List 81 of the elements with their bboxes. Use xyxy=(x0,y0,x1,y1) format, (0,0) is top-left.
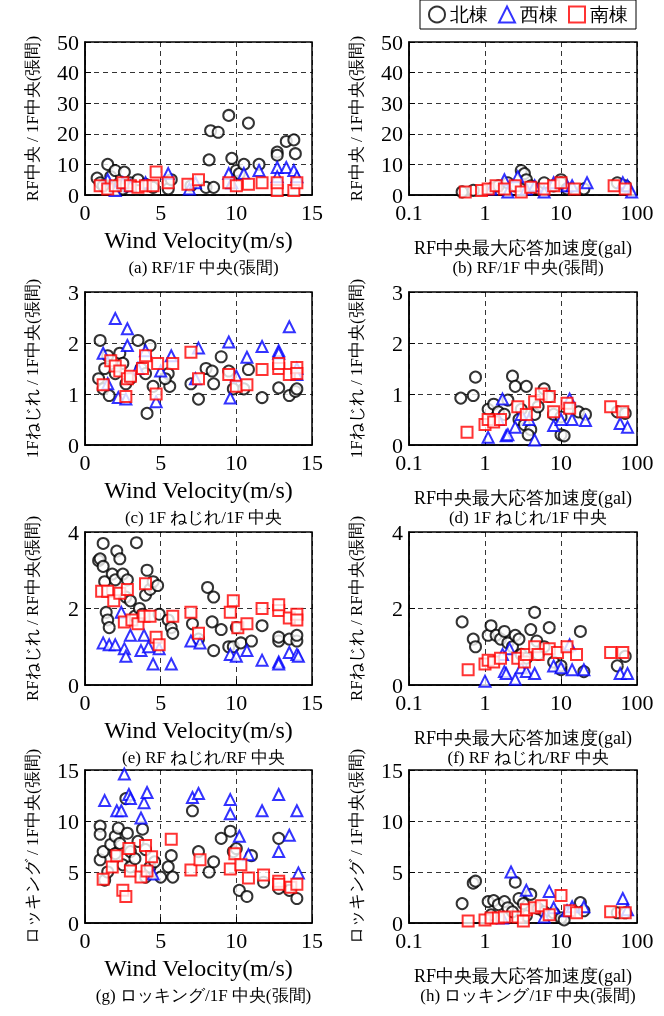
y-tick-label: 2 xyxy=(68,330,79,356)
y-tick-label: 20 xyxy=(381,121,403,147)
y-tick-label: 10 xyxy=(57,151,79,177)
y-tick-label: 5 xyxy=(68,859,79,885)
x-tick-label: 5 xyxy=(155,199,167,225)
x-tick-label: 100 xyxy=(620,199,654,225)
x-tick-label: 10 xyxy=(550,449,572,475)
y-tick-label: 50 xyxy=(57,29,79,55)
y-axis-title: 1Fねじれ / 1F中央(張間) xyxy=(23,278,42,459)
y-tick-label: 10 xyxy=(57,808,79,834)
y-tick-label: 3 xyxy=(392,279,403,305)
x-axis-title: Wind Velocity(m/s) xyxy=(104,716,293,743)
y-tick-label: 10 xyxy=(381,151,403,177)
x-tick-label: 10 xyxy=(225,449,248,475)
y-axis-title: RF中央 / 1F中央(張間) xyxy=(347,35,366,202)
y-axis-title: RFねじれ / RF中央(張間) xyxy=(347,515,366,702)
y-tick-label: 30 xyxy=(381,90,403,116)
x-axis-title: RF中央最大応答加速度(gal) xyxy=(414,488,632,509)
y-axis-title: 1Fねじれ / 1F中央(張間) xyxy=(347,278,366,459)
y-tick-label: 0 xyxy=(68,432,79,458)
y-tick-label: 15 xyxy=(57,757,79,783)
x-tick-label: 1 xyxy=(479,449,491,475)
legend-label: 西棟 xyxy=(520,4,558,25)
y-axis-title: RFねじれ / RF中央(張間) xyxy=(23,515,42,702)
x-tick-label: 100 xyxy=(620,689,654,715)
text: (g) ロッキング/1F 中央(張間) xyxy=(95,986,312,1005)
y-tick-label: 50 xyxy=(381,29,403,55)
y-tick-label: 2 xyxy=(68,596,79,621)
x-tick-label: 10 xyxy=(550,689,572,715)
x-axis-title: RF中央最大応答加速度(gal) xyxy=(414,728,632,749)
y-tick-label: 4 xyxy=(68,519,79,545)
x-tick-label: 15 xyxy=(301,449,323,475)
y-tick-label: 0 xyxy=(68,182,79,208)
y-tick-label: 1 xyxy=(392,381,403,407)
y-tick-label: 3 xyxy=(68,279,79,305)
y-tick-label: 10 xyxy=(381,808,403,834)
y-tick-label: 4 xyxy=(392,519,403,545)
y-tick-label: 20 xyxy=(57,121,79,147)
y-tick-label: 40 xyxy=(57,60,79,86)
x-tick-label: 1 xyxy=(479,689,491,715)
x-tick-label: 10 xyxy=(550,927,572,953)
x-axis-title: Wind Velocity(m/s) xyxy=(104,476,293,503)
y-tick-label: 40 xyxy=(381,60,403,86)
x-axis-title: Wind Velocity(m/s) xyxy=(104,226,293,253)
x-tick-label: 10 xyxy=(550,199,572,225)
text: (e) RF ねじれ/RF 中央 xyxy=(122,748,285,767)
y-tick-label: 15 xyxy=(381,757,403,783)
x-tick-label: 5 xyxy=(155,689,167,715)
x-tick-label: 15 xyxy=(301,689,323,715)
legend-label: 南棟 xyxy=(590,4,628,25)
y-axis-title: ロッキング / 1F中央(張間) xyxy=(347,748,366,945)
x-tick-label: 5 xyxy=(155,927,167,953)
x-axis-title: Wind Velocity(m/s) xyxy=(104,954,293,981)
x-tick-label: 1 xyxy=(479,927,491,953)
y-tick-label: 0 xyxy=(68,672,79,698)
y-tick-label: 2 xyxy=(392,330,403,356)
text: (h) ロッキング/1F 中央(張間) xyxy=(420,986,636,1005)
x-axis-title: RF中央最大応答加速度(gal) xyxy=(414,966,632,987)
x-tick-label: 10 xyxy=(225,199,248,225)
y-axis-title: RF中央 / 1F中央(張間) xyxy=(23,35,42,202)
x-tick-label: 15 xyxy=(301,927,323,953)
y-tick-label: 0 xyxy=(68,910,79,936)
y-tick-label: 2 xyxy=(392,596,403,621)
y-tick-label: 5 xyxy=(392,859,403,885)
text: (d) 1F ねじれ/1F 中央 xyxy=(448,508,608,527)
text: (f) RF ねじれ/RF 中央 xyxy=(447,748,609,767)
x-tick-label: 1 xyxy=(479,199,491,225)
x-tick-label: 100 xyxy=(620,449,654,475)
text: (b) RF/1F 中央(張間) xyxy=(452,258,604,277)
y-axis-title: ロッキング / 1F中央(張間) xyxy=(23,748,42,945)
y-tick-label: 1 xyxy=(68,381,79,407)
x-tick-label: 10 xyxy=(225,689,248,715)
legend-label: 北棟 xyxy=(450,4,488,25)
x-tick-label: 15 xyxy=(301,199,323,225)
x-tick-label: 10 xyxy=(225,927,248,953)
x-axis-title: RF中央最大応答加速度(gal) xyxy=(414,238,632,259)
x-tick-label: 100 xyxy=(620,927,654,953)
x-tick-label: 5 xyxy=(155,449,167,475)
text: (c) 1F ねじれ/1F 中央 xyxy=(124,508,283,527)
y-tick-label: 30 xyxy=(57,90,79,116)
text: (a) RF/1F 中央(張間) xyxy=(128,258,279,277)
